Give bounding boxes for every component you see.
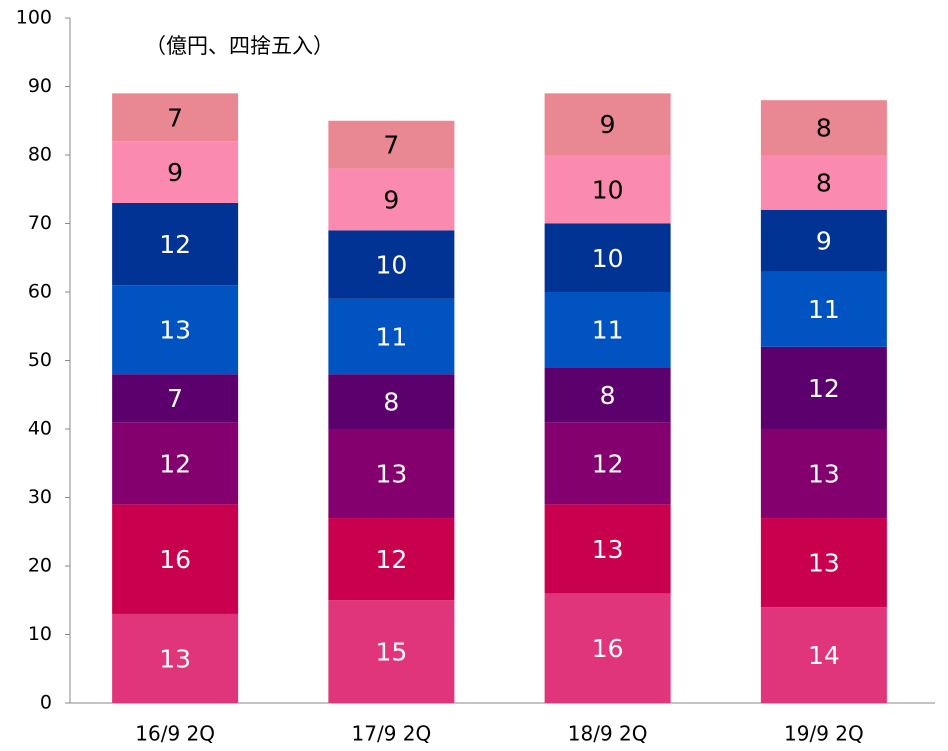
value-label: 13 (375, 460, 407, 489)
y-tick-label: 50 (28, 349, 52, 371)
bar-segment (112, 374, 239, 423)
bar-segment (112, 422, 239, 505)
bar-segment (760, 209, 887, 272)
bar-segment (760, 518, 887, 608)
y-tick-label: 10 (28, 623, 52, 645)
y-tick-label: 30 (28, 486, 52, 508)
bar-segment (760, 100, 887, 155)
value-label: 16 (159, 545, 191, 574)
y-tick-label: 40 (28, 418, 52, 440)
bar-segment (544, 593, 671, 703)
bar-segment (328, 230, 455, 299)
value-label: 10 (375, 251, 407, 280)
value-label: 15 (375, 638, 407, 667)
bar-segment (760, 429, 887, 519)
value-label: 13 (159, 644, 191, 673)
bar-segment (328, 374, 455, 429)
bar-segment (544, 422, 671, 505)
bar-segment (544, 155, 671, 224)
bar-segment (760, 155, 887, 210)
value-label: 13 (808, 549, 840, 578)
y-tick-label: 70 (28, 212, 52, 234)
y-tick-label: 100 (16, 7, 52, 29)
value-label: 9 (600, 110, 616, 139)
y-tick-label: 0 (40, 692, 52, 714)
x-tick-label: 16/9 2Q (135, 722, 215, 746)
value-label: 12 (592, 449, 624, 478)
bar-segment (328, 600, 455, 703)
bar-segment (112, 93, 239, 142)
value-label: 13 (159, 316, 191, 345)
value-label: 13 (592, 535, 624, 564)
bar-segment (112, 613, 239, 703)
x-tick-label: 18/9 2Q (568, 722, 648, 746)
bar-segment (328, 298, 455, 375)
value-label: 12 (159, 230, 191, 259)
annotation: （億円、四捨五入） (145, 34, 334, 58)
value-label: 10 (592, 175, 624, 204)
bar-segment (328, 429, 455, 519)
value-label: 8 (816, 114, 832, 143)
value-label: 10 (592, 244, 624, 273)
bar-segment (544, 367, 671, 423)
x-tick-label: 17/9 2Q (352, 722, 432, 746)
value-label: 13 (808, 460, 840, 489)
value-label: 8 (600, 381, 616, 410)
bar-segment (760, 346, 887, 429)
value-label: 9 (167, 158, 183, 187)
value-label: 7 (167, 103, 183, 132)
value-label: 7 (383, 131, 399, 160)
bar-segment (544, 292, 671, 368)
bar-segment (544, 504, 671, 594)
value-label: 11 (808, 295, 840, 324)
value-label: 12 (375, 545, 407, 574)
y-tick-label: 80 (28, 144, 52, 166)
value-label: 11 (375, 323, 407, 352)
bar-segment (760, 607, 887, 703)
bar-segment (328, 518, 455, 601)
y-tick-label: 60 (28, 281, 52, 303)
value-label: 8 (383, 388, 399, 417)
bar-segment (544, 223, 671, 292)
bar-segment (112, 285, 239, 375)
value-label: 14 (808, 641, 840, 670)
bar-segment (328, 168, 455, 231)
bar-segment (328, 120, 455, 169)
bar-segment (112, 504, 239, 614)
y-tick-label: 20 (28, 555, 52, 577)
value-label: 11 (592, 316, 624, 345)
value-label: 8 (816, 168, 832, 197)
bar-segment (112, 141, 239, 203)
bar-segment (544, 93, 671, 155)
y-tick-label: 90 (28, 75, 52, 97)
value-label: 7 (167, 384, 183, 413)
x-tick-label: 19/9 2Q (784, 722, 864, 746)
value-label: 12 (808, 374, 840, 403)
value-label: 12 (159, 449, 191, 478)
bar-segment (112, 202, 239, 286)
value-label: 9 (383, 186, 399, 215)
value-label: 16 (592, 634, 624, 663)
bar-segment (760, 271, 887, 347)
value-label: 9 (816, 227, 832, 256)
